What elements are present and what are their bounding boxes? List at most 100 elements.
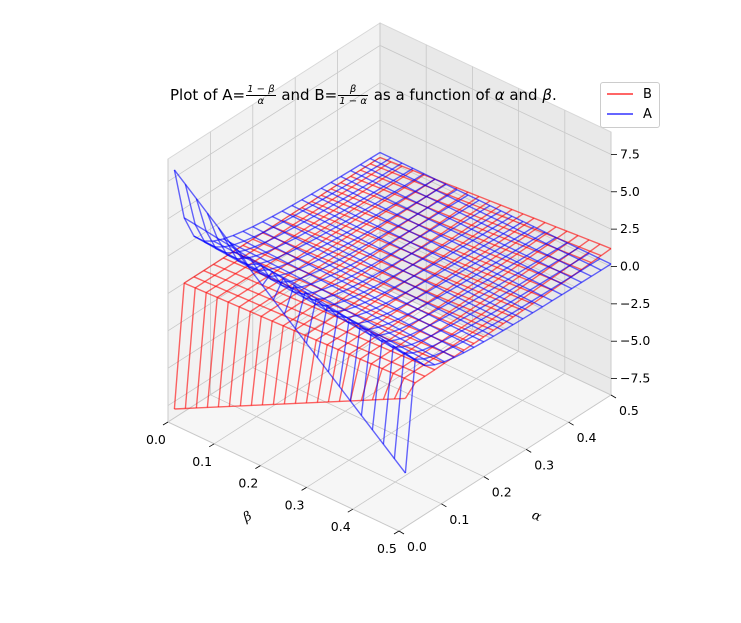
y-tick-mark [483, 476, 490, 480]
surface-a-line-alpha [281, 210, 514, 326]
fraction-b-numerator: β [338, 84, 368, 96]
surfaces [173, 151, 612, 474]
y-tick-label: 0.4 [577, 430, 597, 445]
title-alpha: α [494, 86, 505, 104]
surface-b-line-beta [327, 217, 535, 403]
z-tick-label: −5.0 [620, 333, 650, 348]
surface-a-line-alpha [222, 238, 455, 359]
gridline-y [252, 104, 484, 477]
legend-label-a: A [643, 106, 652, 122]
surface-b-line-beta [261, 191, 469, 405]
x-tick-label: 0.0 [146, 432, 166, 447]
surface-a-line-beta [195, 162, 403, 254]
surface-a-line-beta [228, 178, 436, 272]
fraction-a-denominator: α [257, 96, 265, 107]
surface-a-line-beta [283, 205, 491, 315]
title-mid: and B= [276, 86, 338, 104]
x-tick-label: 0.4 [331, 519, 351, 534]
surface-a-line-beta [338, 231, 546, 387]
y-tick-label: 0.5 [619, 403, 639, 418]
surface-a-line-alpha [379, 151, 612, 265]
surface-b-line-beta [294, 204, 502, 404]
legend-swatch-a [607, 113, 633, 115]
z-tick-label: 5.0 [620, 184, 640, 199]
surface-b-line-alpha [350, 175, 582, 271]
legend-item-b: B [607, 86, 652, 102]
z-tick-label: −7.5 [620, 371, 650, 386]
x-tick-label: 0.2 [238, 476, 258, 491]
gridline-z [167, 44, 612, 182]
gridline-z [167, 119, 612, 257]
surface-a-line-alpha [183, 217, 416, 360]
title-period: . [551, 86, 557, 104]
surface-a-line-alpha [369, 157, 602, 271]
fraction-a-numerator: 1 − β [246, 84, 276, 96]
y-tick-label: 0.0 [407, 539, 427, 554]
x-tick-label: 0.1 [192, 454, 212, 469]
y-tick-mark [398, 530, 405, 535]
surface-a-line-alpha [291, 204, 524, 320]
surface-a-line-alpha [330, 181, 563, 296]
x-tick-mark [393, 530, 400, 535]
gridline-z [167, 231, 612, 369]
surface-a-line-beta [371, 247, 579, 430]
surface-a-line-alpha [262, 221, 494, 337]
x-tick-label: 0.5 [377, 541, 397, 556]
surface-a-line-alpha [350, 169, 582, 284]
gridline-y [294, 77, 527, 450]
surface-a-line-alpha [242, 230, 475, 349]
y-tick-mark [525, 449, 532, 453]
x-tick-mark [255, 465, 261, 469]
axis-ticks: 0.0 0.1 0.2 0.3 0.4 0.5 0.0 0.1 0.2 0.3 0.4 0.5 −7.5… [146, 146, 650, 556]
surface-b-line-beta [195, 165, 403, 408]
surface-a-line-beta [305, 215, 513, 344]
surface-a-line-beta [173, 151, 381, 242]
z-tick-label: 7.5 [620, 146, 640, 161]
surface-b-line-alpha [379, 156, 612, 250]
legend-item-a: A [607, 106, 652, 122]
x-axis-label: β [240, 509, 255, 526]
surface-b-line-alpha [262, 232, 494, 331]
y-tick-label: 0.1 [449, 512, 469, 527]
surface-a-line-beta [217, 173, 425, 266]
surface-b-line-alpha [320, 194, 553, 291]
surface-a-line-beta [360, 242, 568, 416]
surface-a-line-alpha [173, 169, 406, 474]
surface-a-line-alpha [311, 193, 543, 308]
gridline-z [167, 82, 612, 220]
surface-a-line-beta [272, 199, 480, 301]
y-tick-mark [441, 503, 447, 508]
x-tick-mark [162, 421, 169, 426]
x-tick-mark [347, 508, 354, 513]
y-tick-label: 0.3 [534, 457, 554, 472]
y-tick-mark [568, 421, 574, 426]
x-tick-mark [208, 443, 215, 448]
surface-b-line-alpha [340, 181, 573, 278]
y-tick-mark [610, 394, 617, 399]
x-tick-label: 0.3 [285, 497, 305, 512]
surface-a-line-alpha [360, 163, 592, 277]
surface-b-line-alpha [174, 397, 406, 410]
surface-b-line-alpha [330, 188, 563, 284]
surface-a-line-alpha [193, 235, 426, 367]
legend-swatch-b [607, 93, 633, 95]
surface-a-line-alpha [271, 215, 504, 332]
surface-a-line-beta [393, 258, 601, 459]
surface-a-line-beta [382, 252, 590, 445]
surface-b-line-beta [338, 221, 546, 402]
z-tick-label: 0.0 [620, 258, 640, 273]
surface-b-line-beta [272, 195, 480, 405]
surface-a-line-beta [294, 210, 502, 329]
x-tick-mark [301, 487, 307, 491]
z-tick-label: 2.5 [620, 221, 640, 236]
title-prefix: Plot of A= [170, 86, 246, 104]
title-and: and [504, 86, 543, 104]
y-tick-label: 0.2 [492, 485, 512, 500]
surface-a-line-beta [206, 167, 414, 260]
surface-b-line-alpha [272, 225, 504, 325]
surface-b-line-alpha [213, 263, 445, 364]
